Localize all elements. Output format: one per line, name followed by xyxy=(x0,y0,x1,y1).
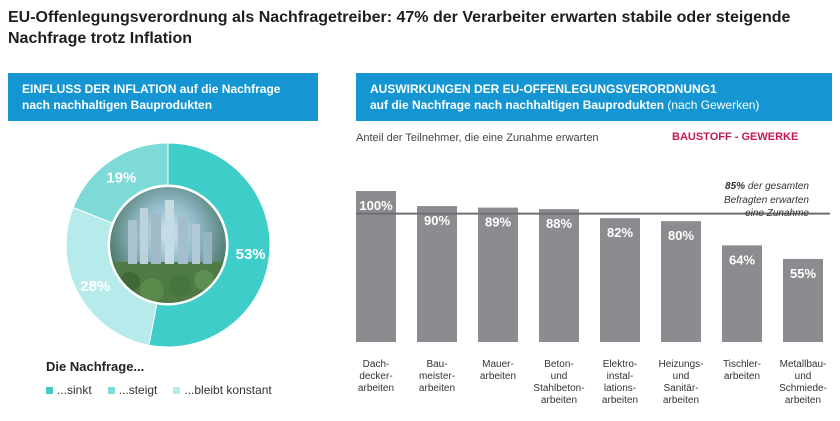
legend-swatch-steigt xyxy=(107,386,115,394)
bar xyxy=(417,206,457,342)
bar-category-label: und xyxy=(795,371,812,382)
bar-chart: 100% Dach-decker-arbeiten 90% Bau-meister-a… xyxy=(356,181,830,406)
legend-swatch-konstant xyxy=(173,386,181,394)
bar-category-label: arbeiten xyxy=(724,371,760,382)
bar-category-label: arbeiten xyxy=(541,395,577,406)
donut-chart: 53% 28% 19% xyxy=(65,142,271,348)
page-title: EU-Offenlegungsverordnung als Nachfraget… xyxy=(8,9,791,47)
donut-slice xyxy=(65,206,158,346)
bar-value-label: 88% xyxy=(546,216,572,231)
legend-label-sinkt: ...sinkt xyxy=(57,383,92,397)
donut-slice xyxy=(148,142,271,348)
bar-chart-subtitle: Anteil der Teilnehmer, die eine Zunahme … xyxy=(356,132,599,144)
bar-value-label: 80% xyxy=(668,228,694,243)
bar-value-label: 90% xyxy=(424,213,450,228)
bar-category-label: arbeiten xyxy=(358,383,394,394)
bar xyxy=(722,245,762,342)
bar xyxy=(600,218,640,342)
regulation-header-line1: AUSWIRKUNGEN DER EU-OFFENLEGUNGSVERORDNU… xyxy=(370,82,717,96)
bar-value-label: 100% xyxy=(359,198,393,213)
inflation-header-line1: EINFLUSS DER INFLATION auf die Nachfrage xyxy=(22,82,281,96)
bar-category-label: arbeiten xyxy=(785,395,821,406)
bar-category-label: Dach- xyxy=(363,359,390,370)
bar xyxy=(356,191,396,342)
bar-category-label: Stahlbeton- xyxy=(533,383,584,394)
bar-category-label: arbeiten xyxy=(419,383,455,394)
legend-label-steigt: ...steigt xyxy=(118,383,158,397)
city-photo xyxy=(110,187,226,303)
inflation-header-line2: nach nachhaltigen Bauprodukten xyxy=(22,98,213,112)
bar-category-label: instal- xyxy=(607,371,634,382)
bar-category-label: lations- xyxy=(604,383,636,394)
legend-label-konstant: ...bleibt konstant xyxy=(184,383,272,397)
bar xyxy=(478,207,518,342)
bar-value-label: 82% xyxy=(607,225,633,240)
bar xyxy=(539,209,579,342)
bar-category-label: und xyxy=(673,371,690,382)
reference-label-line3: eine Zunahme xyxy=(745,208,809,219)
legend-item-konstant: ...bleibt konstant xyxy=(173,383,272,397)
bar xyxy=(783,258,823,342)
bar-category-label: arbeiten xyxy=(480,371,516,382)
legend-item-steigt: ...steigt xyxy=(107,383,158,397)
bar-category-label: Beton- xyxy=(544,359,573,370)
bar-category-label: Tischler- xyxy=(723,359,761,370)
donut-slice-label: 53% xyxy=(236,246,266,263)
reference-label-line2: Befragten erwarten xyxy=(724,195,809,206)
bar xyxy=(661,221,701,342)
regulation-panel-header: AUSWIRKUNGEN DER EU-OFFENLEGUNGSVERORDNU… xyxy=(356,73,832,121)
donut-slice xyxy=(72,142,169,224)
bar-value-label: 55% xyxy=(790,266,816,281)
bar-category-label: meister- xyxy=(419,371,455,382)
bar-category-label: Metallbau- xyxy=(780,359,827,370)
bar-category-label: Mauer- xyxy=(482,359,514,370)
bar-category-label: Schmiede- xyxy=(779,383,827,394)
donut-slice-label: 19% xyxy=(106,169,136,186)
legend-item-sinkt: ...sinkt xyxy=(46,383,92,397)
donut-slice-label: 28% xyxy=(80,278,110,295)
donut-legend: ...sinkt ...steigt ...bleibt konstant xyxy=(46,383,272,397)
bar-value-label: 89% xyxy=(485,215,511,230)
bar-category-label: arbeiten xyxy=(602,395,638,406)
category-tag: BAUSTOFF - GEWERKE xyxy=(672,131,799,143)
bar-category-label: Bau- xyxy=(426,359,447,370)
bar-category-label: Sanitär- xyxy=(663,383,698,394)
bar-category-label: und xyxy=(551,371,568,382)
regulation-header-suffix: (nach Gewerken) xyxy=(664,98,760,112)
bar-category-label: decker- xyxy=(359,371,392,382)
bar-category-label: Elektro- xyxy=(603,359,637,370)
regulation-header-line2: auf die Nachfrage nach nachhaltigen Baup… xyxy=(370,98,665,112)
bar-value-label: 64% xyxy=(729,252,755,267)
legend-swatch-sinkt xyxy=(46,386,53,394)
legend-title: Die Nachfrage... xyxy=(46,359,145,374)
bar-category-label: Heizungs- xyxy=(658,359,703,370)
reference-label-line1: 85% der gesamten xyxy=(725,181,809,192)
bar-category-label: arbeiten xyxy=(663,395,699,406)
inflation-panel-header: EINFLUSS DER INFLATION auf die Nachfrage… xyxy=(8,73,318,121)
